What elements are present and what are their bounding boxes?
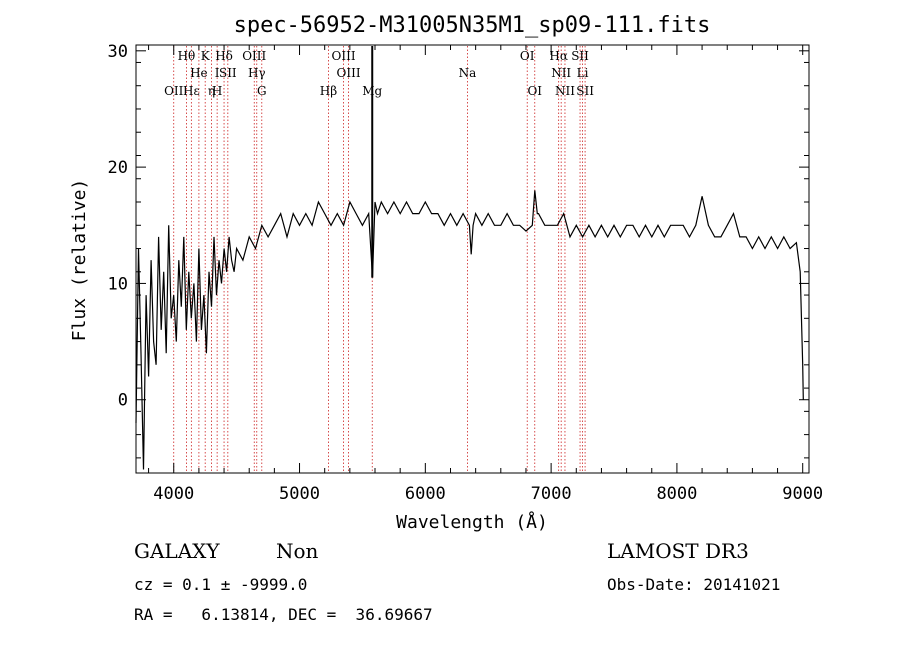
emission-line-label: K bbox=[201, 49, 211, 63]
emission-line-label: Li bbox=[577, 66, 589, 80]
emission-line-label: OI bbox=[527, 84, 542, 98]
emission-line-label: Hα bbox=[549, 49, 568, 63]
emission-line-label: NII bbox=[551, 66, 571, 80]
x-tick-label: 9000 bbox=[782, 484, 823, 504]
y-axis: 0 10 20 30 bbox=[108, 42, 809, 459]
subclass-label: Non bbox=[276, 539, 319, 563]
emission-line-label: η bbox=[208, 84, 215, 98]
emission-line-label: Mg bbox=[362, 84, 382, 98]
emission-line-label: NII bbox=[555, 84, 575, 98]
y-tick-label: 10 bbox=[108, 274, 128, 294]
emission-line-label: Hδ bbox=[215, 49, 233, 63]
x-axis-label: Wavelength (Å) bbox=[396, 511, 548, 533]
emission-line-label: G bbox=[257, 84, 267, 98]
emission-line-label: OIII bbox=[337, 66, 361, 80]
chart-title: spec-56952-M31005N35M1_sp09-111.fits bbox=[234, 13, 711, 38]
y-tick-label: 20 bbox=[108, 158, 128, 178]
coordinates-line: RA = 6.13814, DEC = 36.69667 bbox=[134, 605, 433, 624]
emission-line-label: OII bbox=[164, 84, 184, 98]
y-axis-label: Flux (relative) bbox=[69, 179, 90, 342]
obs-date-line: Obs-Date: 20141021 bbox=[607, 575, 781, 594]
emission-line-label: Hθ bbox=[178, 49, 196, 63]
y-tick-label: 30 bbox=[108, 42, 128, 62]
y-tick-label: 0 bbox=[118, 391, 128, 411]
emission-line-label: Na bbox=[459, 66, 477, 80]
emission-line-label: OI bbox=[520, 49, 535, 63]
x-tick-label: 5000 bbox=[279, 484, 320, 504]
emission-line-label: OIII bbox=[242, 49, 266, 63]
emission-line-label: OIII bbox=[332, 49, 356, 63]
emission-line-label: SII bbox=[219, 66, 237, 80]
emission-line-label: He bbox=[190, 66, 208, 80]
plot-frame bbox=[135, 44, 810, 474]
emission-line-label: Hβ bbox=[320, 84, 337, 98]
x-axis: 4000 5000 6000 7000 8000 9000 bbox=[148, 45, 823, 504]
x-tick-label: 6000 bbox=[405, 484, 446, 504]
redshift-line: cz = 0.1 ± -9999.0 bbox=[134, 575, 308, 594]
emission-line-label: H bbox=[212, 84, 222, 98]
spectrum-line bbox=[135, 190, 804, 470]
emission-line-label: Hγ bbox=[248, 66, 266, 80]
emission-line-label: SII bbox=[576, 84, 594, 98]
emission-line-label: Hε bbox=[183, 84, 200, 98]
survey-label: LAMOST DR3 bbox=[607, 539, 749, 563]
emission-line-label: I bbox=[215, 66, 220, 80]
x-tick-label: 4000 bbox=[153, 484, 194, 504]
x-tick-label: 8000 bbox=[656, 484, 697, 504]
emission-line-label: SII bbox=[571, 49, 589, 63]
x-tick-label: 7000 bbox=[531, 484, 572, 504]
emission-lines bbox=[173, 46, 586, 472]
classification-label: GALAXY bbox=[134, 539, 220, 563]
